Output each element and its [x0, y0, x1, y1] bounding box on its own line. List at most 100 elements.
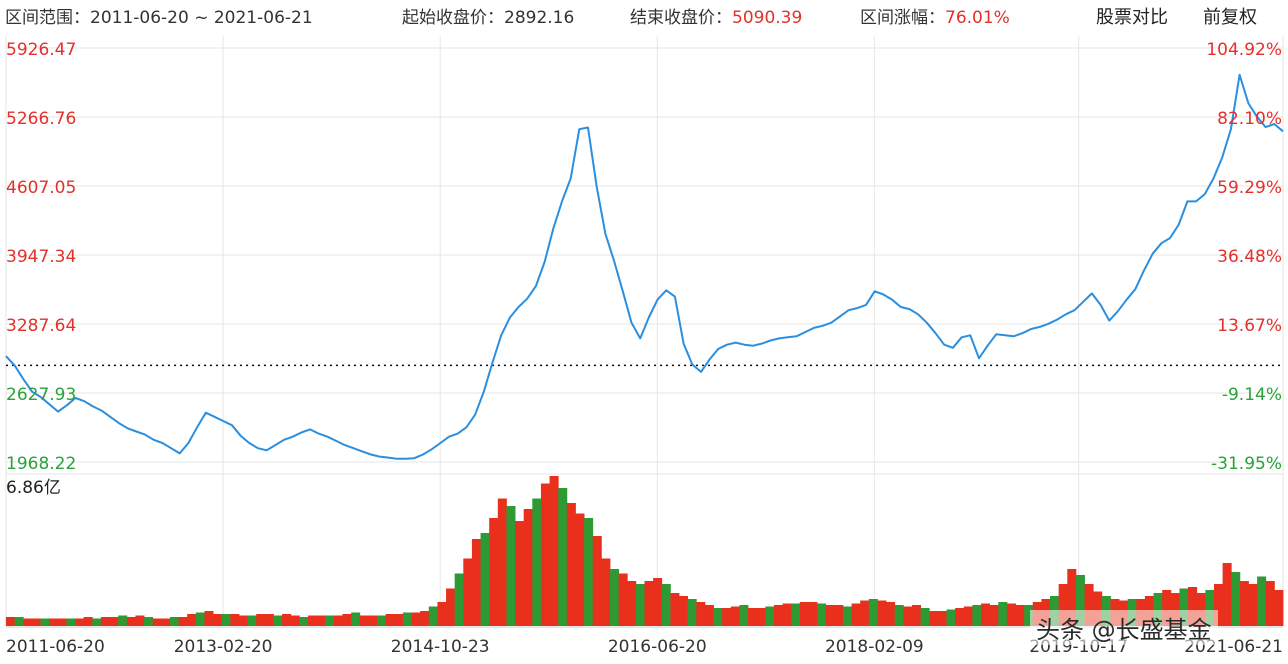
volume-bar	[299, 617, 309, 626]
volume-bar	[791, 603, 801, 626]
volume-bar	[213, 614, 223, 626]
volume-bar	[1024, 605, 1034, 626]
price-tick-label: 5926.47	[6, 40, 76, 60]
volume-bar	[1153, 593, 1163, 626]
volume-bar	[256, 614, 266, 626]
range-start: 2011-06-20	[90, 8, 189, 28]
date-axis: 2011-06-20 2013-02-20 2014-10-23 2016-06-20…	[6, 637, 1283, 657]
volume-bar	[687, 599, 697, 626]
volume-bar	[704, 605, 714, 626]
volume-bar	[722, 608, 732, 626]
volume-bar	[480, 533, 490, 626]
volume-bar	[437, 602, 447, 626]
volume-bar	[1231, 572, 1241, 626]
volume-bar	[394, 614, 404, 626]
volume-bar	[609, 569, 620, 626]
volume-bar	[756, 608, 766, 626]
volume-bar	[834, 605, 844, 626]
volume-bar	[929, 611, 939, 626]
volume-bar	[1179, 588, 1189, 626]
volume-bar	[575, 513, 585, 626]
volume-bar	[333, 615, 343, 626]
volume-bar	[1248, 584, 1258, 626]
volume-bar	[204, 611, 214, 626]
volume-bar	[955, 608, 965, 626]
open-value: 2892.16	[504, 8, 575, 28]
date-tick-label: 2014-10-23	[391, 637, 490, 657]
adjust-button[interactable]: 前复权	[1203, 7, 1257, 28]
volume-bar	[402, 612, 412, 626]
volume-bar	[238, 615, 248, 626]
volume-bar	[161, 618, 171, 626]
volume-bar	[817, 603, 827, 626]
volume-bar	[377, 615, 387, 626]
volume-bar	[748, 608, 758, 626]
volume-bar	[463, 558, 473, 626]
volume-bar	[307, 615, 318, 626]
percent-tick-label: 13.67%	[1217, 316, 1282, 336]
volume-bar	[911, 605, 922, 626]
volume-bar	[273, 615, 283, 626]
watermark: 头条 @长盛基金	[1030, 610, 1218, 645]
close-label: 结束收盘价：	[630, 8, 732, 28]
volume-bar	[981, 603, 991, 626]
open-close-info: 起始收盘价：2892.16	[402, 6, 574, 30]
volume-bar	[963, 606, 973, 626]
volume-bar	[247, 615, 257, 626]
price-tick-label: 3287.64	[6, 316, 76, 336]
volume-bar	[411, 612, 421, 626]
volume-bar	[506, 506, 516, 626]
volume-bar	[100, 617, 110, 626]
volume-bar	[428, 606, 438, 626]
volume-bar	[1015, 605, 1025, 626]
volume-bar	[92, 618, 102, 626]
range-info: 区间范围：2011-06-20 ~ 2021-06-21	[5, 6, 313, 30]
compare-button[interactable]: 股票对比	[1096, 7, 1168, 28]
volume-bar	[618, 573, 628, 626]
volume-bar	[83, 617, 93, 626]
volume-bar	[920, 608, 930, 626]
volume-bar	[1075, 575, 1085, 626]
volume-bar	[195, 612, 205, 626]
percent-tick-label: -31.95%	[1211, 454, 1282, 474]
volume-bar	[1067, 569, 1077, 626]
volume-bar	[566, 503, 576, 626]
volume-bar	[342, 614, 352, 626]
volume-bar	[497, 498, 507, 626]
volume-bar	[489, 518, 499, 626]
volume-bar	[368, 615, 378, 626]
price-tick-label: 3947.34	[6, 247, 76, 267]
volume-bar	[653, 578, 663, 626]
range-label: 区间范围：	[5, 8, 90, 28]
volume-bar	[420, 611, 430, 626]
volume-bar	[635, 584, 645, 626]
volume-bar	[903, 606, 913, 626]
percent-axis: 104.92% 82.10% 59.29% 36.48% 13.67% -9.14% -31…	[1206, 40, 1282, 474]
volume-bar	[773, 605, 783, 626]
volume-bar	[523, 509, 533, 626]
volume-bar	[471, 539, 481, 626]
open-label: 起始收盘价：	[402, 8, 504, 28]
volume-max-label: 6.86亿	[6, 478, 61, 498]
volume-bar	[385, 614, 395, 626]
volume-bar	[765, 606, 775, 626]
volume-bar	[1084, 584, 1094, 626]
volume-bar	[808, 602, 818, 626]
volume-bar	[558, 488, 568, 626]
grid	[5, 36, 1284, 628]
range-separator: ~	[194, 8, 209, 28]
volume-bar	[679, 596, 689, 626]
volume-bar	[187, 614, 197, 626]
volume-bar	[57, 618, 67, 626]
volume-bar	[877, 600, 887, 626]
volume-bars	[6, 476, 1284, 626]
volume-bar	[282, 614, 292, 626]
volume-bar	[118, 615, 128, 626]
percent-tick-label: 36.48%	[1217, 247, 1282, 267]
volume-bar	[851, 603, 861, 626]
volume-bar	[937, 611, 947, 626]
volume-bar	[316, 615, 326, 626]
volume-bar	[1162, 590, 1172, 626]
change-value: 76.01%	[945, 8, 1010, 28]
